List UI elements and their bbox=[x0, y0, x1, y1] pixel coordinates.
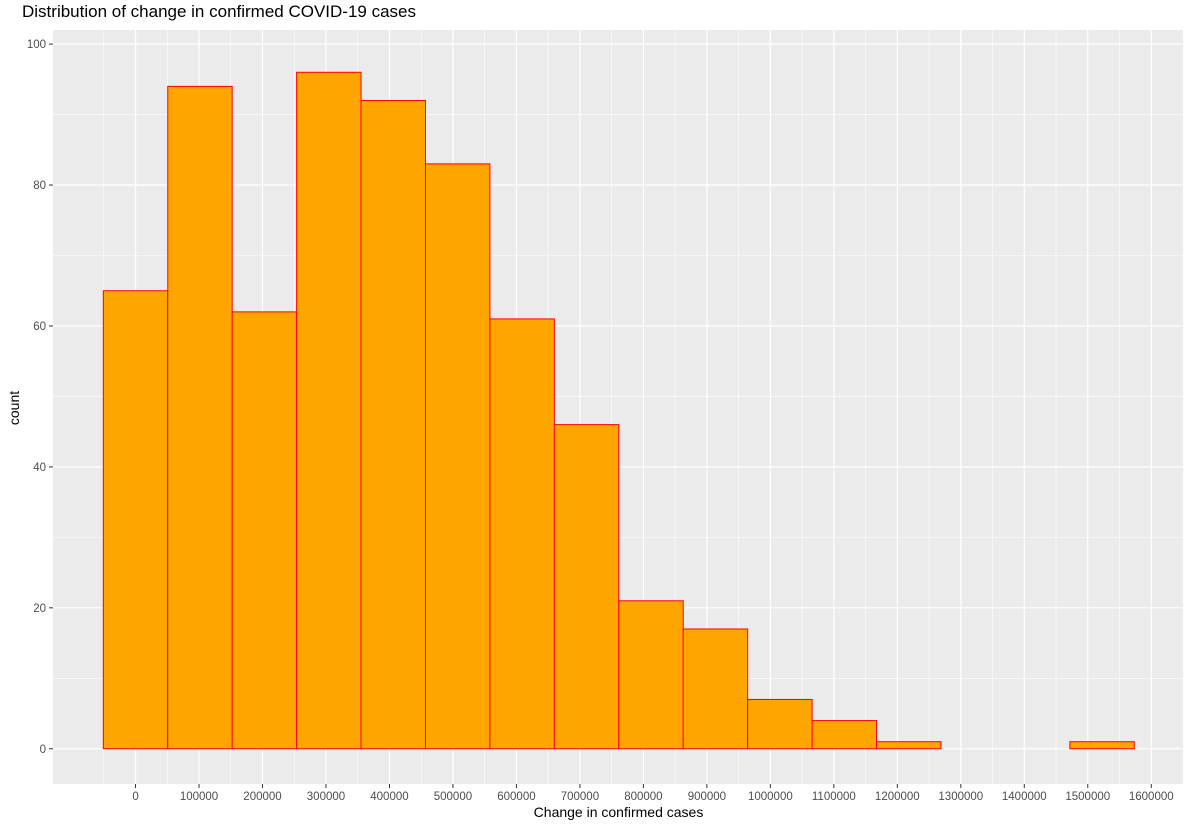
x-tick-label: 800000 bbox=[624, 791, 662, 803]
x-tick-label: 400000 bbox=[370, 791, 408, 803]
x-axis-title: Change in confirmed cases bbox=[533, 804, 704, 820]
histogram-bars bbox=[102, 71, 1135, 750]
histogram-bar bbox=[618, 600, 684, 750]
histogram-bar bbox=[682, 628, 749, 750]
x-tick-label: 600000 bbox=[497, 791, 535, 803]
y-tick-label: 20 bbox=[33, 603, 46, 615]
y-tick-label: 40 bbox=[33, 462, 46, 474]
y-tick-label: 100 bbox=[27, 39, 46, 51]
chart-title: Distribution of change in confirmed COVI… bbox=[22, 2, 417, 21]
histogram-bar bbox=[489, 318, 555, 750]
x-tick-label: 100000 bbox=[180, 791, 218, 803]
x-tick-label: 300000 bbox=[307, 791, 345, 803]
x-tick-label: 900000 bbox=[688, 791, 726, 803]
y-axis: 0 20 40 60 80 100 bbox=[27, 39, 53, 756]
x-tick-label: 1400000 bbox=[1002, 791, 1047, 803]
histogram-bar bbox=[360, 99, 426, 750]
x-tick-label: 1000000 bbox=[748, 791, 793, 803]
histogram-bar bbox=[811, 720, 878, 750]
x-tick-label: 1600000 bbox=[1129, 791, 1174, 803]
x-tick-label: 200000 bbox=[243, 791, 281, 803]
x-tick-label: 0 bbox=[132, 791, 138, 803]
x-tick-label: 1300000 bbox=[938, 791, 983, 803]
histogram-bar bbox=[296, 71, 362, 750]
histogram-bar bbox=[231, 311, 298, 750]
histogram-bar bbox=[102, 290, 169, 750]
y-axis-title: count bbox=[6, 390, 22, 426]
histogram-bar bbox=[1069, 741, 1135, 750]
histogram-bar bbox=[553, 424, 620, 750]
y-tick-label: 80 bbox=[33, 180, 46, 192]
y-tick-label: 0 bbox=[40, 744, 46, 756]
histogram-bar bbox=[747, 698, 813, 750]
histogram-bar bbox=[876, 741, 942, 750]
x-tick-label: 700000 bbox=[561, 791, 599, 803]
x-axis: 0 100000 200000 300000 400000 500000 600000 700… bbox=[132, 784, 1174, 803]
y-tick-label: 60 bbox=[33, 321, 46, 333]
histogram-bar bbox=[167, 85, 233, 750]
x-tick-label: 1100000 bbox=[812, 791, 856, 803]
x-tick-label: 1200000 bbox=[875, 791, 920, 803]
histogram-bar bbox=[424, 163, 491, 750]
x-tick-label: 500000 bbox=[434, 791, 472, 803]
x-tick-label: 1500000 bbox=[1065, 791, 1110, 803]
